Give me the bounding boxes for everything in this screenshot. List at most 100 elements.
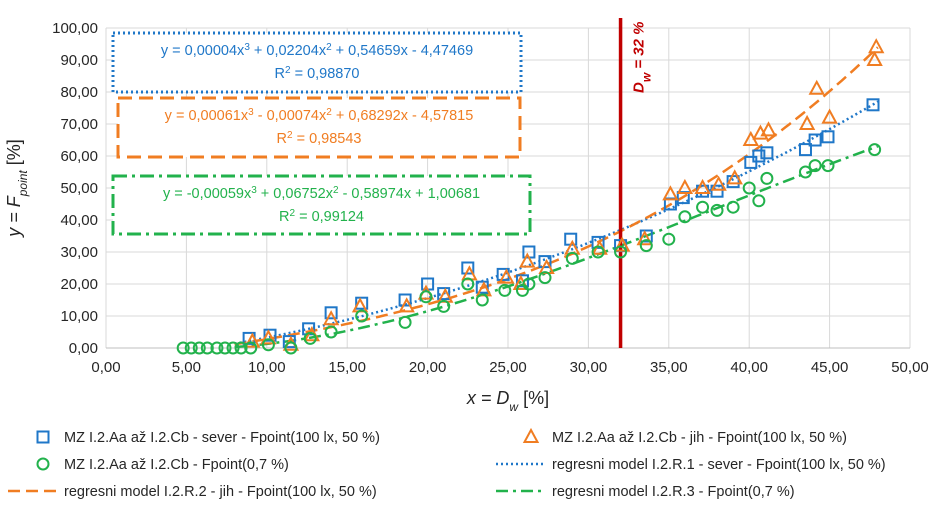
legend-swatch (522, 427, 540, 443)
data-point (821, 159, 835, 173)
r-squared-text: R2 = 0,99124 (279, 208, 364, 226)
data-point (868, 143, 882, 157)
legend-item: regresni model I.2.R.1 - sever - Fpoint(… (496, 457, 886, 473)
regression-curve (234, 46, 879, 346)
data-point (614, 245, 628, 259)
data-point (808, 133, 822, 147)
x-tick-label: 50,00 (891, 359, 929, 376)
data-point (868, 38, 885, 54)
legend-label: MZ I.2.Aa až I.2.Cb - Fpoint(0,7 %) (64, 457, 289, 473)
data-point (461, 277, 475, 291)
legend-label: regresni model I.2.R.3 - Fpoint(0,7 %) (552, 484, 795, 500)
data-points (176, 38, 885, 355)
y-tick-label: 90,00 (60, 52, 98, 69)
data-point (522, 277, 536, 291)
data-point (461, 261, 475, 275)
data-point (398, 293, 412, 307)
data-point (591, 235, 605, 249)
data-point (710, 203, 724, 217)
data-point (696, 200, 710, 214)
x-axis-title: x = Dw [%] (466, 388, 549, 414)
legend: MZ I.2.Aa až I.2.Cb - sever - Fpoint(100… (8, 427, 886, 500)
y-tick-label: 20,00 (60, 276, 98, 293)
data-point (475, 280, 489, 294)
x-tick-label: 0,00 (91, 359, 120, 376)
legend-item: MZ I.2.Aa až I.2.Cb - Fpoint(0,7 %) (36, 457, 289, 473)
threshold-label: Dw = 32 % (631, 22, 654, 93)
x-tick-label: 45,00 (811, 359, 849, 376)
y-axis-title: y = Fpoint [%] (4, 139, 30, 239)
x-tick-label: 25,00 (489, 359, 527, 376)
data-point (538, 255, 552, 269)
data-point (639, 229, 653, 243)
data-point (866, 98, 880, 112)
y-tick-label: 60,00 (60, 148, 98, 165)
data-point (192, 341, 206, 355)
data-point (234, 341, 248, 355)
equation-text: y = 0,00061x3 - 0,00074x2 + 0,68292x - 4… (165, 107, 474, 125)
regression-curve (234, 145, 879, 349)
data-point (726, 169, 743, 185)
y-tick-label: 80,00 (60, 84, 98, 101)
data-point (710, 175, 727, 191)
x-tick-label: 40,00 (730, 359, 768, 376)
tick-labels: 0,00 5,00 10,00 15,00 20,00 25,00 30,00 35,00 40… (52, 20, 929, 376)
equation-frame (111, 31, 523, 94)
data-point (498, 283, 512, 297)
regression-curves (234, 46, 879, 349)
x-tick-label: 15,00 (328, 359, 366, 376)
data-point (752, 149, 766, 163)
legend-label: regresni model I.2.R.1 - sever - Fpoint(… (552, 457, 886, 473)
data-point (742, 181, 756, 195)
data-point (798, 143, 812, 157)
data-point (437, 299, 451, 313)
legend-item: MZ I.2.Aa až I.2.Cb - sever - Fpoint(100… (36, 430, 380, 446)
data-point (324, 306, 338, 320)
x-tick-label: 35,00 (650, 359, 688, 376)
data-point (303, 331, 317, 345)
legend-swatch (36, 430, 50, 444)
x-tick-label: 20,00 (409, 359, 447, 376)
legend-label: MZ I.2.Aa až I.2.Cb - sever - Fpoint(100… (64, 430, 380, 446)
data-point (324, 325, 338, 339)
y-tick-label: 0,00 (69, 340, 98, 357)
data-point (282, 335, 296, 349)
data-point (538, 271, 552, 285)
legend-item: MZ I.2.Aa až I.2.Cb - jih - Fpoint(100 l… (522, 427, 847, 446)
data-point (591, 245, 605, 259)
y-tick-label: 100,00 (52, 20, 98, 37)
data-point (260, 329, 277, 345)
data-point (355, 309, 369, 323)
x-tick-label: 30,00 (570, 359, 608, 376)
data-point (565, 251, 579, 265)
equation-frame (111, 174, 532, 236)
data-point (284, 341, 298, 355)
data-point (694, 178, 711, 194)
data-point (355, 296, 369, 310)
data-point (808, 159, 822, 173)
y-tick-label: 30,00 (60, 244, 98, 261)
data-point (760, 121, 777, 137)
data-point (752, 194, 766, 208)
data-point (398, 315, 412, 329)
data-point (244, 341, 258, 355)
equation-text: y = 0,00004x3 + 0,02204x2 + 0,54659x - 4… (161, 42, 473, 60)
data-point (210, 341, 224, 355)
data-point (798, 165, 812, 179)
r-squared-text: R2 = 0,98870 (275, 65, 360, 83)
data-point (515, 274, 529, 288)
x-tick-label: 5,00 (172, 359, 201, 376)
series-circle (176, 143, 882, 355)
data-point (613, 236, 631, 252)
data-point (244, 332, 261, 348)
data-point (662, 232, 676, 246)
equation-box: y = 0,00061x3 - 0,00074x2 + 0,68292x - 4… (116, 96, 522, 159)
data-point (639, 239, 653, 253)
data-point (398, 297, 415, 313)
data-point (519, 252, 536, 268)
threshold-line: Dw = 32 % (618, 18, 654, 348)
data-point (726, 200, 740, 214)
legend-item: regresni model I.2.R.2 - jih - Fpoint(10… (8, 484, 377, 500)
data-point (808, 79, 825, 95)
